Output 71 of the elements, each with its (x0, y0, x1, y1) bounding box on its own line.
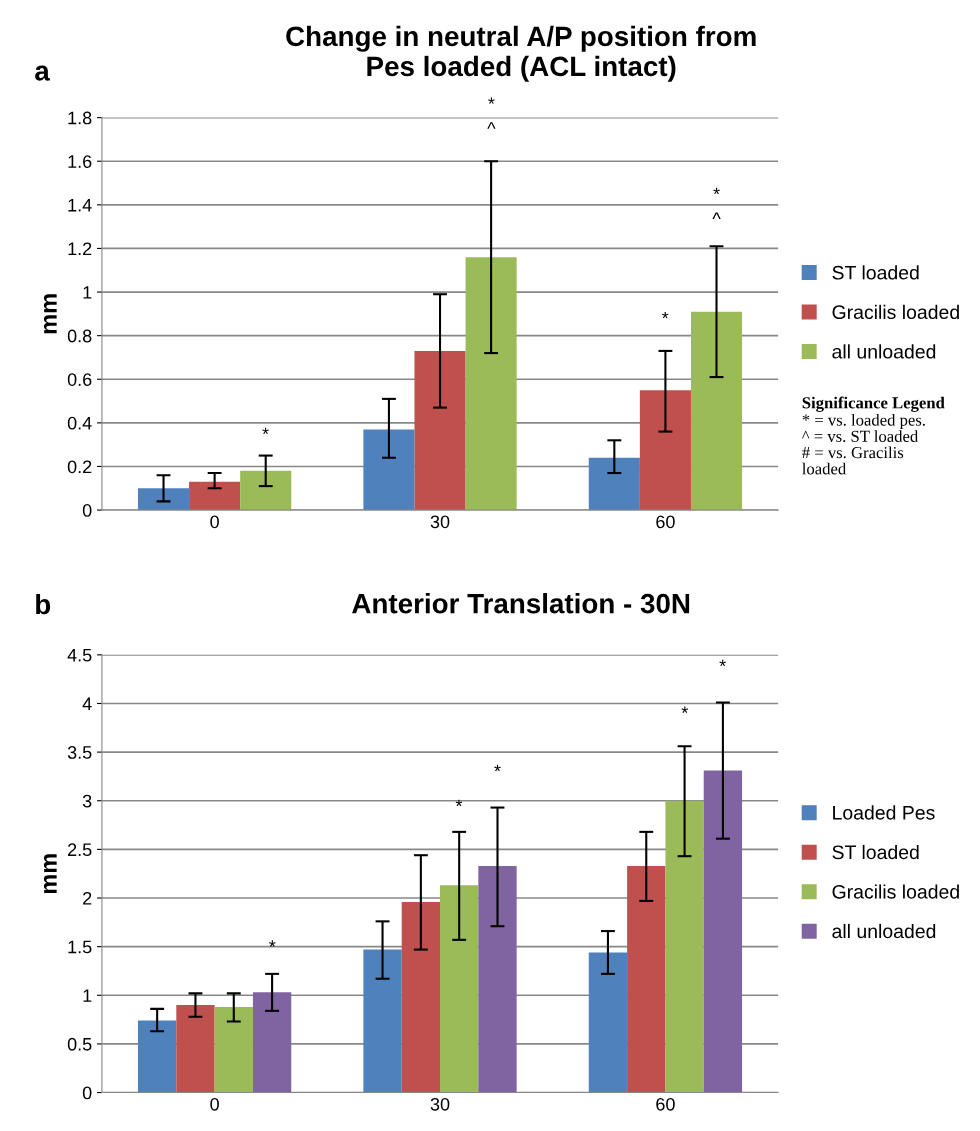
y-tick-label: 0 (82, 1086, 92, 1100)
y-tick-label: 1.5 (68, 940, 92, 954)
x-tick-label: 60 (656, 1097, 675, 1111)
bar (465, 257, 517, 511)
legend-label: all unloaded (832, 344, 936, 359)
bar (214, 1006, 253, 1093)
bar (401, 901, 441, 1093)
text: Significance Legend (802, 396, 945, 412)
y-tick-label: 3.5 (67, 746, 92, 759)
y-tick-label: 2.5 (68, 843, 92, 857)
y-tick-label: 1.8 (68, 111, 92, 125)
legend-label: Gracilis loaded (832, 304, 959, 320)
bar (665, 800, 704, 1093)
y-tick-label: 0.8 (67, 329, 92, 343)
bar (703, 770, 743, 1093)
y-tick-label: 0.6 (67, 373, 92, 386)
bar (137, 1020, 177, 1093)
bar (189, 481, 241, 511)
legend-label: Gracilis loaded (832, 884, 959, 899)
annotation: * (262, 427, 269, 435)
bar (414, 350, 466, 511)
x-tick-label: 0 (210, 1097, 219, 1111)
chart-title: Change in neutral A/P position from Pes loaded (ACL intact) (286, 25, 756, 82)
y-tick-label: 4.5 (67, 648, 92, 662)
y-tick-label: 4 (82, 697, 92, 711)
bar (363, 949, 402, 1093)
y-tick-label: 2 (83, 891, 92, 905)
annotation: * (269, 940, 276, 947)
annotation: * ^ (712, 187, 721, 219)
chart-title: Anterior Translation - 30N (352, 593, 690, 614)
bar (588, 457, 640, 511)
text: a (35, 65, 50, 81)
x-tick-label: 0 (210, 515, 219, 529)
bar (176, 1005, 215, 1093)
annotation: * (494, 764, 501, 772)
text: * = vs. loaded pes. ^ = vs. ST loaded # = vs. Gracilis loaded (802, 413, 925, 475)
y-axis-title: mm (43, 294, 57, 334)
annotation: * (719, 659, 726, 667)
y-tick-label: 1.4 (68, 198, 92, 212)
legend-label: all unloaded (832, 923, 936, 939)
bar (588, 952, 628, 1093)
y-tick-label: 0.4 (67, 416, 92, 430)
bar (627, 865, 666, 1093)
y-tick-label: 1 (83, 989, 92, 1002)
y-tick-label: 1.2 (68, 242, 92, 255)
legend-label: ST loaded (832, 844, 919, 860)
bar (478, 865, 517, 1093)
legend-label: Loaded Pes (833, 805, 935, 820)
legend-label: ST loaded (832, 265, 919, 280)
x-tick-label: 60 (656, 515, 675, 529)
bar (363, 429, 415, 511)
y-axis-title: mm (43, 854, 57, 894)
x-tick-label: 30 (430, 515, 450, 529)
bar (440, 885, 479, 1093)
annotation: * (455, 799, 463, 807)
bar (639, 390, 691, 511)
bar (137, 488, 190, 511)
annotation: * (681, 706, 689, 713)
bar (690, 311, 743, 511)
annotation: * ^ (487, 97, 496, 129)
y-tick-label: 0 (82, 504, 92, 517)
x-tick-label: 30 (430, 1097, 450, 1111)
bar (240, 470, 292, 511)
bar (252, 992, 292, 1093)
text: b (36, 593, 51, 615)
y-tick-label: 1.6 (68, 155, 92, 168)
y-tick-label: 0.5 (67, 1037, 92, 1051)
annotation: * (661, 311, 669, 319)
y-tick-label: 0.2 (67, 460, 92, 474)
y-tick-label: 3 (82, 794, 92, 808)
y-tick-label: 1 (83, 286, 92, 299)
